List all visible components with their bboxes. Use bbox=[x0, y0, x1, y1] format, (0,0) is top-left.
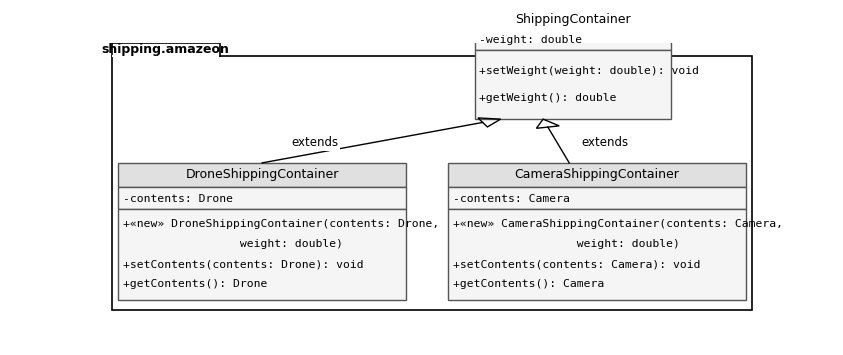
Text: +«new» DroneShippingContainer(contents: Drone,: +«new» DroneShippingContainer(contents: … bbox=[123, 219, 439, 229]
Text: +setContents(contents: Drone): void: +setContents(contents: Drone): void bbox=[123, 259, 363, 269]
Bar bbox=[118, 187, 406, 209]
Text: -contents: Camera: -contents: Camera bbox=[453, 193, 570, 203]
Text: +setWeight(weight: double): void: +setWeight(weight: double): void bbox=[479, 66, 699, 76]
Text: weight: double): weight: double) bbox=[453, 239, 679, 249]
Bar bbox=[118, 163, 406, 187]
Bar bbox=[475, 50, 670, 119]
Text: CameraShippingContainer: CameraShippingContainer bbox=[514, 168, 679, 181]
Text: +getContents(): Camera: +getContents(): Camera bbox=[453, 279, 604, 289]
Text: +getContents(): Drone: +getContents(): Drone bbox=[123, 279, 267, 289]
Text: +«new» CameraShippingContainer(contents: Camera,: +«new» CameraShippingContainer(contents:… bbox=[453, 219, 783, 229]
Text: extends: extends bbox=[291, 136, 338, 149]
Text: ShippingContainer: ShippingContainer bbox=[515, 13, 631, 26]
Text: +getWeight(): double: +getWeight(): double bbox=[479, 93, 616, 103]
Bar bbox=[448, 209, 746, 300]
Bar bbox=[118, 209, 406, 300]
Text: DroneShippingContainer: DroneShippingContainer bbox=[185, 168, 339, 181]
Bar bbox=[475, 10, 670, 29]
Text: extends: extends bbox=[582, 136, 629, 149]
Text: +setContents(contents: Camera): void: +setContents(contents: Camera): void bbox=[453, 259, 701, 269]
Bar bbox=[448, 187, 746, 209]
Bar bbox=[448, 163, 746, 187]
Bar bbox=[475, 29, 670, 50]
Text: -contents: Drone: -contents: Drone bbox=[123, 193, 233, 203]
Text: shipping.amazeon: shipping.amazeon bbox=[102, 43, 230, 56]
Bar bbox=[112, 43, 220, 56]
Text: -weight: double: -weight: double bbox=[479, 35, 583, 45]
Text: weight: double): weight: double) bbox=[123, 239, 343, 249]
